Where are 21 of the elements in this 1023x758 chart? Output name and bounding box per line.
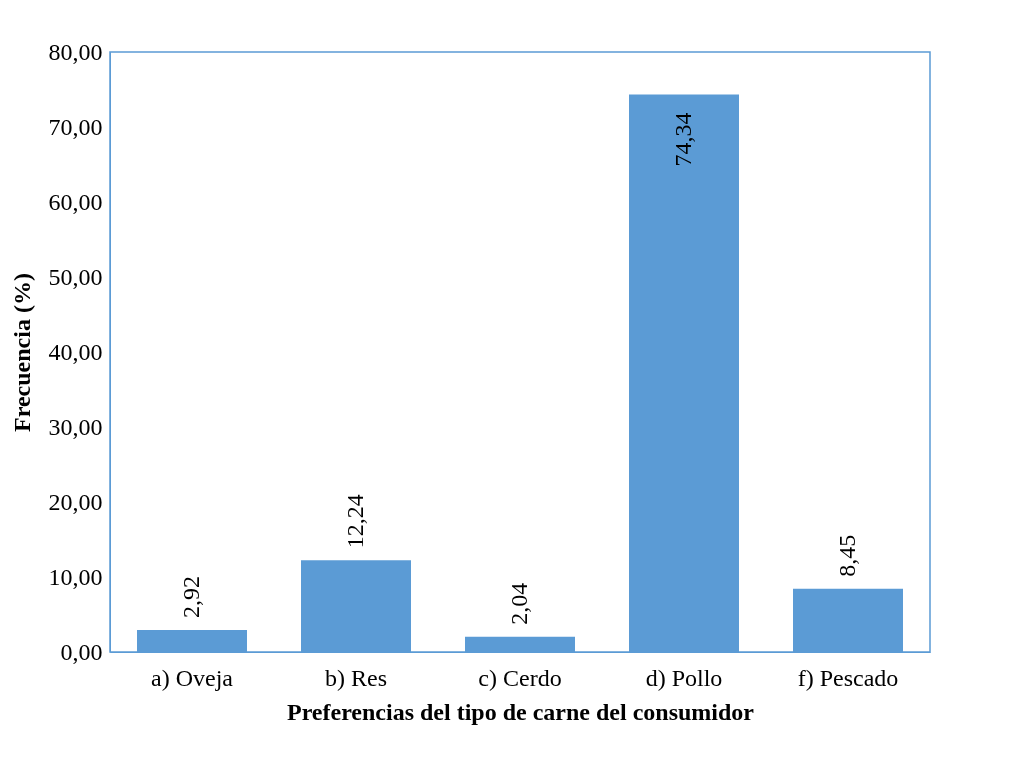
- y-tick-label: 70,00: [48, 113, 103, 140]
- data-label: 74,34: [670, 112, 696, 167]
- x-axis-title: Preferencias del tipo de carne del consumidor: [286, 698, 755, 725]
- y-tick-label: 40,00: [48, 338, 103, 365]
- y-tick-label: 50,00: [48, 263, 103, 290]
- x-tick-label: d) Pollo: [645, 664, 723, 691]
- x-tick-label: b) Res: [325, 664, 387, 691]
- x-tick-label: f) Pescado: [797, 664, 899, 691]
- y-tick-label: 60,00: [48, 188, 103, 215]
- y-tick-label: 30,00: [48, 413, 103, 440]
- y-tick-label: 20,00: [48, 488, 103, 515]
- y-axis-title: Frecuencia (%): [8, 273, 35, 432]
- x-tick-label: a) Oveja: [151, 664, 234, 691]
- x-tick-label: c) Cerdo: [478, 664, 562, 691]
- data-label: 8,45: [834, 534, 860, 577]
- y-tick-label: 80,00: [48, 38, 103, 65]
- data-label: 2,04: [506, 582, 532, 625]
- y-tick-label: 10,00: [48, 563, 103, 590]
- data-label: 12,24: [342, 494, 368, 549]
- data-label: 2,92: [178, 576, 204, 619]
- y-tick-label: 0,00: [60, 638, 103, 665]
